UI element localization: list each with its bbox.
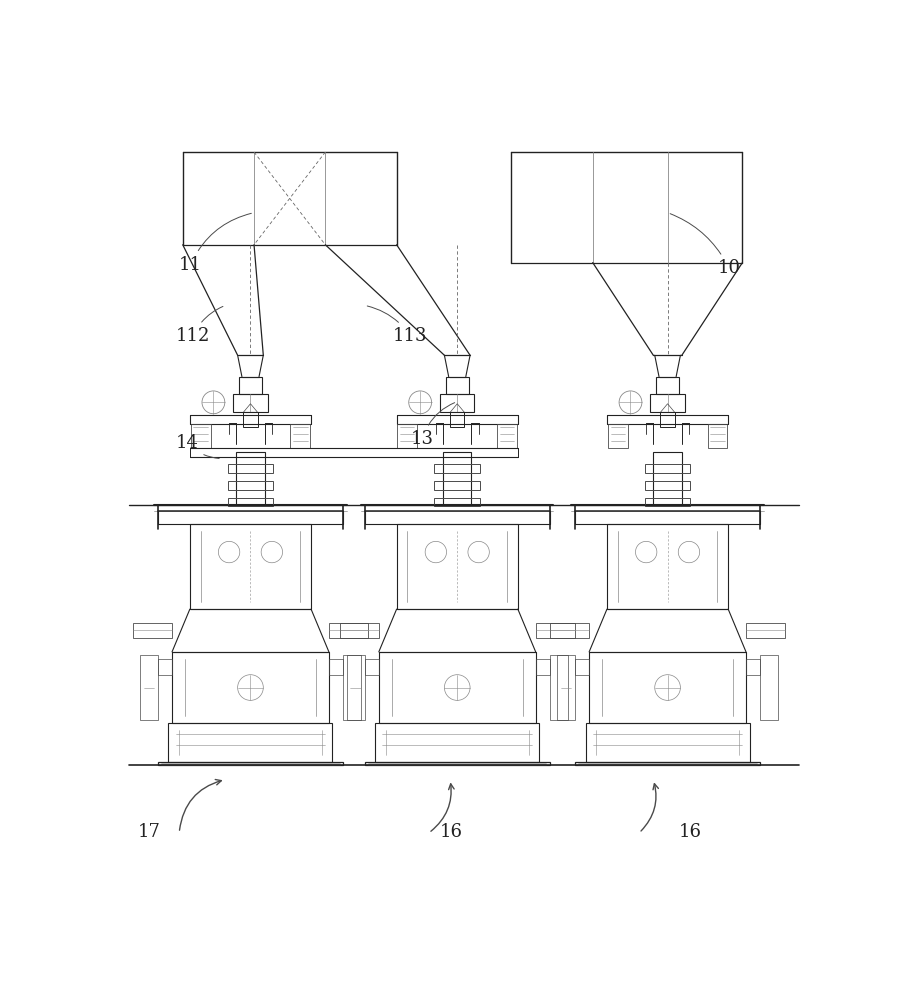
Bar <box>140 655 158 720</box>
Bar <box>574 762 759 765</box>
Bar <box>535 659 550 675</box>
Text: 112: 112 <box>176 306 222 345</box>
Bar <box>745 659 759 675</box>
Bar <box>329 659 343 675</box>
Bar <box>745 623 785 638</box>
Bar <box>343 655 360 720</box>
Bar <box>607 524 728 609</box>
Bar <box>644 464 689 473</box>
Text: 16: 16 <box>439 823 462 841</box>
Text: 113: 113 <box>367 306 427 345</box>
FancyArrowPatch shape <box>179 779 221 830</box>
Bar <box>550 623 588 638</box>
Bar <box>346 655 364 720</box>
Bar <box>158 659 172 675</box>
Bar <box>557 655 574 720</box>
Bar <box>585 723 749 762</box>
Bar <box>364 762 550 765</box>
Bar <box>239 377 262 394</box>
Bar <box>652 452 681 505</box>
Bar <box>607 424 627 448</box>
Bar <box>434 498 480 506</box>
Bar <box>172 652 329 723</box>
Bar <box>227 464 273 473</box>
Text: 13: 13 <box>411 403 454 448</box>
Bar <box>379 652 535 723</box>
Bar <box>364 659 379 675</box>
Bar <box>446 377 468 394</box>
Bar <box>588 652 745 723</box>
Bar <box>707 424 727 448</box>
Bar <box>434 464 480 473</box>
Bar <box>550 655 567 720</box>
Bar <box>227 481 273 490</box>
Bar <box>158 762 343 765</box>
Text: 11: 11 <box>179 213 251 274</box>
Text: 10: 10 <box>669 214 740 277</box>
Bar <box>443 452 471 505</box>
Bar <box>535 623 574 638</box>
Bar <box>660 412 674 427</box>
Bar <box>434 481 480 490</box>
Bar <box>236 452 265 505</box>
Bar <box>339 623 379 638</box>
Bar <box>190 424 210 448</box>
Bar <box>655 377 678 394</box>
Text: 16: 16 <box>677 823 700 841</box>
Bar <box>644 498 689 506</box>
Bar <box>375 723 539 762</box>
Bar <box>449 412 464 427</box>
Bar <box>644 481 689 490</box>
Text: 14: 14 <box>176 434 219 458</box>
Bar <box>439 394 474 412</box>
Bar <box>227 498 273 506</box>
Bar <box>650 394 684 412</box>
Bar <box>290 424 310 448</box>
Bar <box>243 412 257 427</box>
Bar <box>233 394 267 412</box>
Bar <box>759 655 777 720</box>
Text: 17: 17 <box>138 823 161 841</box>
Bar <box>574 659 588 675</box>
Bar <box>396 524 517 609</box>
FancyArrowPatch shape <box>641 784 658 831</box>
Bar <box>329 623 368 638</box>
Bar <box>189 524 311 609</box>
Bar <box>496 424 516 448</box>
Bar <box>168 723 332 762</box>
Bar <box>397 424 417 448</box>
FancyArrowPatch shape <box>430 784 454 831</box>
Bar <box>132 623 172 638</box>
